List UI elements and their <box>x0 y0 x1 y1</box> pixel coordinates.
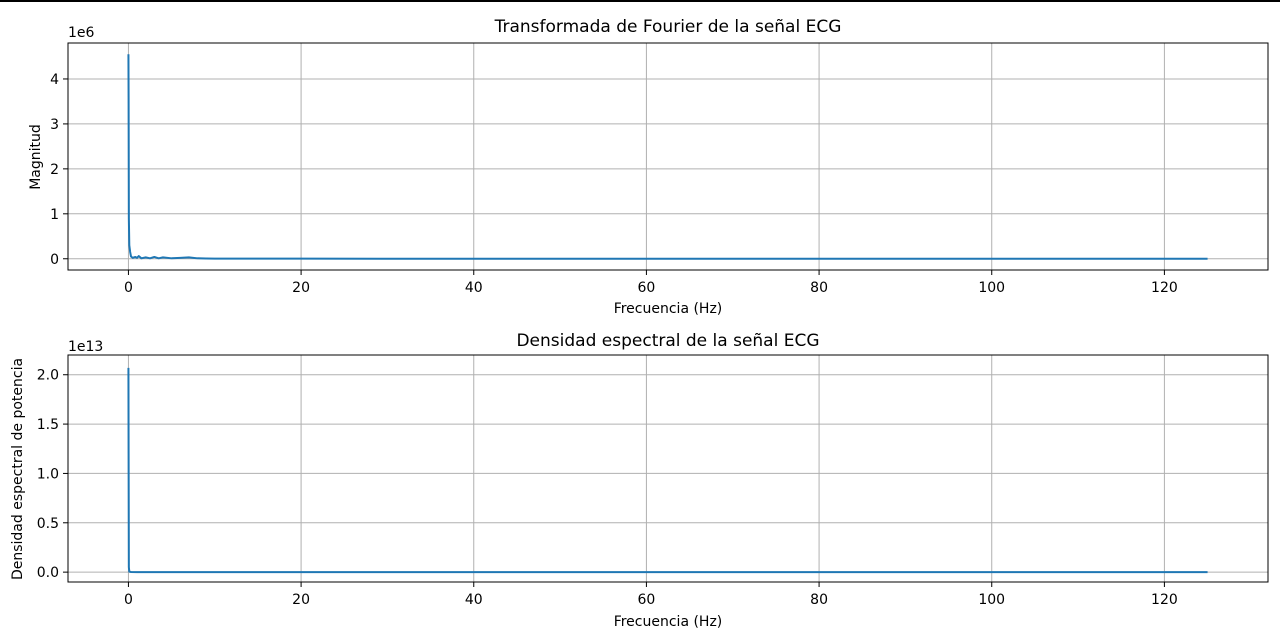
psd-x-tick-labels: 0 20 40 60 80 100 120 <box>124 592 1178 608</box>
psd-y-offset-label: 1e13 <box>68 339 103 355</box>
psd-y-tick-label: 0.5 <box>37 516 59 532</box>
psd-subplot: Densidad espectral de la señal ECG 1e13 … <box>10 331 1269 628</box>
psd-x-tick-label: 100 <box>978 592 1005 608</box>
fft-y-tick-label: 0 <box>50 252 59 268</box>
psd-x-tick-label: 0 <box>124 592 133 608</box>
psd-x-tick-label: 20 <box>292 592 310 608</box>
fft-x-ticks <box>127 270 1165 275</box>
fft-x-tick-labels: 0 20 40 60 80 100 120 <box>124 280 1178 296</box>
psd-density-line <box>127 367 1208 574</box>
fft-chart-title: Transformada de Fourier de la señal ECG <box>494 17 842 37</box>
fft-y-tick-labels: 0 1 2 3 4 <box>50 72 59 268</box>
fft-x-tick-label: 120 <box>1151 280 1178 296</box>
fft-x-tick-label: 0 <box>124 280 133 296</box>
psd-y-tick-label: 0.0 <box>37 565 59 581</box>
fft-y-tick-label: 1 <box>50 207 59 223</box>
fft-x-tick-label: 20 <box>292 280 310 296</box>
fft-x-tick-label: 60 <box>638 280 656 296</box>
fft-y-ticks <box>63 78 68 260</box>
psd-y-tick-labels: 0.0 0.5 1.0 1.5 2.0 <box>37 368 59 581</box>
psd-grid <box>68 355 1268 582</box>
fft-grid <box>68 43 1268 270</box>
psd-y-tick-label: 1.5 <box>37 417 59 433</box>
fft-y-tick-label: 2 <box>50 162 59 178</box>
psd-y-tick-label: 2.0 <box>37 368 59 384</box>
psd-x-tick-label: 40 <box>465 592 483 608</box>
fft-y-offset-label: 1e6 <box>68 25 95 41</box>
psd-x-tick-label: 60 <box>638 592 656 608</box>
fft-y-axis-label: Magnitud <box>28 124 44 190</box>
fft-x-axis-label: Frecuencia (Hz) <box>614 301 723 317</box>
psd-x-axis-label: Frecuencia (Hz) <box>614 614 723 628</box>
fft-x-tick-label: 80 <box>810 280 828 296</box>
fft-magnitude-line <box>127 54 1208 260</box>
fft-axes-frame <box>67 42 1269 271</box>
psd-x-tick-label: 120 <box>1151 592 1178 608</box>
psd-chart-title: Densidad espectral de la señal ECG <box>516 331 819 351</box>
fft-y-tick-label: 3 <box>50 117 59 133</box>
fft-x-tick-label: 100 <box>978 280 1005 296</box>
psd-y-tick-label: 1.0 <box>37 466 59 482</box>
psd-axes-frame <box>67 354 1269 583</box>
fft-x-tick-label: 40 <box>465 280 483 296</box>
psd-y-ticks <box>63 374 68 573</box>
psd-x-ticks <box>127 582 1165 587</box>
psd-x-tick-label: 80 <box>810 592 828 608</box>
fft-subplot: Transformada de Fourier de la señal ECG … <box>28 17 1269 317</box>
fft-y-tick-label: 4 <box>50 72 59 88</box>
psd-y-axis-label: Densidad espectral de potencia <box>10 358 26 580</box>
figure-top-border <box>0 0 1280 2</box>
